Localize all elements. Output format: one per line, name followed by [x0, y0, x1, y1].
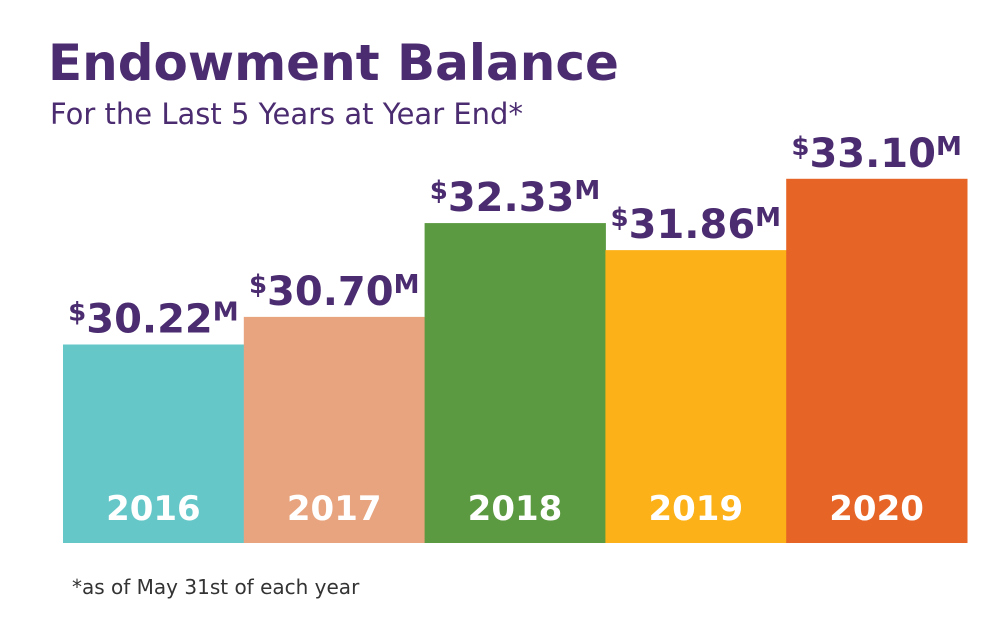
- bar: [786, 178, 968, 543]
- x-tick-label: 2020: [829, 489, 924, 529]
- value-label: $30.70M: [249, 269, 420, 315]
- value-label: $31.86M: [611, 202, 782, 248]
- bar: [605, 250, 787, 543]
- x-tick-label: 2016: [106, 489, 201, 529]
- value-label: $33.10M: [791, 131, 962, 177]
- footnote: *as of May 31st of each year: [72, 575, 360, 599]
- chart-subtitle: For the Last 5 Years at Year End*: [50, 97, 523, 131]
- bar: [424, 223, 606, 544]
- x-tick-label: 2019: [648, 489, 743, 529]
- bar: [63, 344, 245, 543]
- bar: [243, 316, 426, 543]
- value-label: $32.33M: [430, 175, 601, 221]
- x-tick-label: 2018: [468, 489, 563, 529]
- value-label: $30.22M: [68, 296, 239, 342]
- x-tick-label: 2017: [287, 489, 382, 529]
- chart-title: Endowment Balance: [48, 34, 619, 92]
